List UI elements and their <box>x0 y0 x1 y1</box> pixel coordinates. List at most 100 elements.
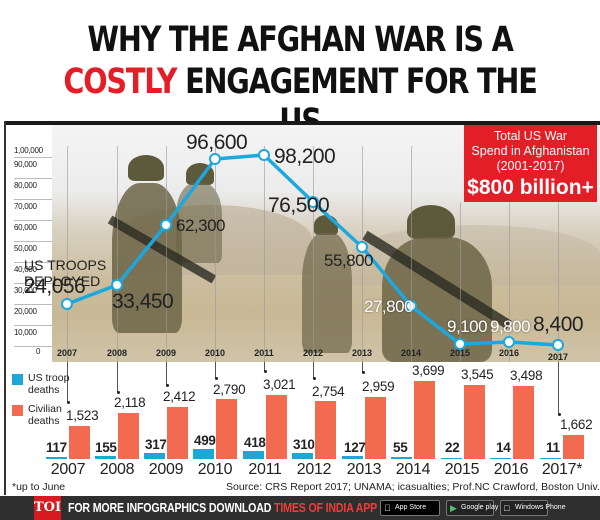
y-tick: 40,000 <box>14 265 37 274</box>
headline-line-1: WHY THE AFGHAN WAR IS A <box>87 20 513 60</box>
annotation-line-2: DEPLOYED <box>24 273 101 289</box>
gridline <box>14 283 52 284</box>
google-play-badge[interactable]: ▶ Google play <box>446 500 498 516</box>
year-gridline <box>264 146 265 362</box>
label-troop-2012: 310 <box>293 437 315 452</box>
promo-bar: TOI FOR MORE INFOGRAPHICS DOWNLOAD TIMES… <box>0 496 600 520</box>
gridline <box>14 325 52 326</box>
headline-line-2: COSTLY ENGAGEMENT FOR THE US <box>54 62 546 142</box>
label-troop-2015: 22 <box>445 440 460 455</box>
bar-troop-2011 <box>243 451 264 459</box>
bar-troop-2009 <box>144 453 165 459</box>
promo-text: FOR MORE INFOGRAPHICS DOWNLOAD TIMES OF … <box>68 501 378 515</box>
year-gridline <box>411 146 412 362</box>
year-gridline <box>215 146 216 362</box>
year-label-2016: 2016 <box>493 461 529 478</box>
bar-civ-2014 <box>414 381 435 459</box>
bar-troop-2013 <box>342 456 363 459</box>
x-tick-2011: 2011 <box>254 348 274 358</box>
connector-dot <box>313 377 316 380</box>
label-troop-2011: 418 <box>244 435 266 450</box>
bar-civ-2012 <box>315 401 336 459</box>
point-label-2014: 27,800 <box>364 297 414 316</box>
y-tick: 70,000 <box>14 202 37 211</box>
year-label-2007: 2007 <box>50 461 86 478</box>
soldier-helmet <box>407 205 455 239</box>
bar-troop-2015 <box>441 458 462 459</box>
year-gridline <box>166 146 167 362</box>
gridline <box>14 178 52 179</box>
year-label-2010: 2010 <box>197 461 233 478</box>
label-civ-2011: 3,021 <box>263 377 296 392</box>
gridline <box>14 241 52 242</box>
year-gridline <box>558 202 559 362</box>
bar-troop-2007 <box>46 457 67 459</box>
bar-civ-2010 <box>216 399 237 459</box>
year-label-2013: 2013 <box>346 461 382 478</box>
frame-top-border <box>4 121 600 125</box>
y-tick: 50,000 <box>14 244 37 253</box>
year-gridline <box>313 146 314 362</box>
gridline <box>14 304 52 305</box>
x-tick-2017: 2017 <box>547 352 569 362</box>
gridline <box>14 346 52 347</box>
windows-phone-badge[interactable]: □ Windows Phone <box>500 500 566 516</box>
soldier-helmet <box>128 155 164 181</box>
year-gridline <box>117 146 118 362</box>
connector-line <box>558 362 559 414</box>
bar-troop-2010 <box>193 449 214 459</box>
label-civ-2010: 2,790 <box>213 382 246 397</box>
y-tick: 60,000 <box>14 223 37 232</box>
label-civ-2017: 1,662 <box>560 417 593 432</box>
soldier-figure <box>176 183 222 263</box>
y-tick: 80,000 <box>14 181 37 190</box>
year-label-2017: 2017* <box>541 461 583 478</box>
label-troop-2014: 55 <box>393 440 408 455</box>
point-label-2017: 8,400 <box>533 313 584 336</box>
bar-civ-2016 <box>513 386 534 459</box>
label-troop-2007: 117 <box>46 440 67 455</box>
apple-icon:  <box>384 503 391 513</box>
label-civ-2013: 2,959 <box>362 379 395 394</box>
play-icon: ▶ <box>450 503 457 513</box>
bar-troop-2008 <box>95 456 116 459</box>
spend-label: Total US War Spend in Afghanistan (2001-… <box>471 129 590 173</box>
bar-troop-2014 <box>391 457 412 459</box>
bar-troop-2016 <box>490 458 511 459</box>
headline-rest: ENGAGEMENT FOR THE US <box>185 62 538 142</box>
point-label-2010: 96,600 <box>186 131 248 154</box>
point-label-2008: 33,450 <box>112 290 174 313</box>
point-label-2013: 55,800 <box>324 251 374 270</box>
soldier-figure <box>302 233 352 353</box>
label-civ-2008: 2,118 <box>114 395 146 410</box>
bar-civ-2015 <box>464 385 485 459</box>
y-tick: 0 <box>36 347 41 356</box>
connector-dot <box>264 370 267 373</box>
frame-left-border <box>4 121 6 495</box>
app-store-badge[interactable]: App Store <box>380 500 440 516</box>
troops-annotation: US TROOPS DEPLOYED <box>24 257 106 289</box>
spend-value: $800 billion+ <box>467 176 594 199</box>
app-name[interactable]: TIMES OF INDIA APP <box>274 501 378 515</box>
year-gridline <box>67 146 68 362</box>
annotation-line-1: US TROOPS <box>24 257 107 273</box>
year-label-2008: 2008 <box>99 461 135 478</box>
connector-dot <box>558 413 561 416</box>
year-label-2015: 2015 <box>444 461 480 478</box>
point-label-2016: 9,800 <box>490 317 531 336</box>
y-tick: 1,00,000 <box>14 146 43 155</box>
label-troop-2013: 127 <box>344 440 366 455</box>
connector-line <box>362 362 363 372</box>
total-spend-box: Total US War Spend in Afghanistan (2001-… <box>464 125 597 202</box>
point-label-2015: 9,100 <box>447 317 488 336</box>
x-tick-2007: 2007 <box>56 348 78 358</box>
year-label-2009: 2009 <box>148 461 184 478</box>
footnote: *up to June <box>12 481 66 493</box>
point-label-2012: 76,500 <box>268 194 330 217</box>
year-label-2011: 2011 <box>248 461 282 478</box>
year-label-2014: 2014 <box>395 461 431 478</box>
year-gridline <box>460 202 461 362</box>
year-label-2012: 2012 <box>296 461 332 478</box>
toi-logo[interactable]: TOI <box>34 496 61 520</box>
label-civ-2007: 1,523 <box>66 408 99 423</box>
